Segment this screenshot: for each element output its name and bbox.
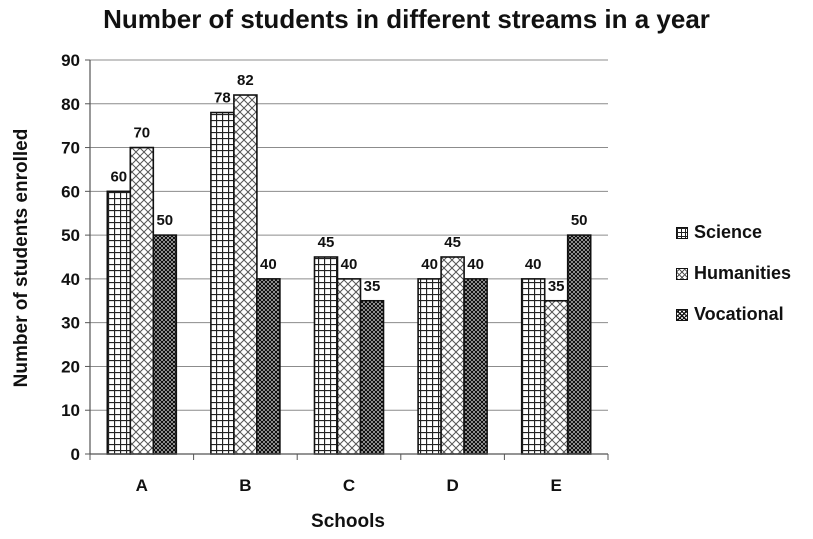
y-axis-title: Number of students enrolled	[11, 129, 32, 388]
legend-swatch-diamond	[676, 267, 688, 280]
data-label: 50	[571, 212, 588, 229]
x-tick-label: A	[136, 476, 148, 495]
data-label: 35	[548, 278, 565, 295]
x-tick-label: D	[446, 476, 458, 495]
bar-humanities-a	[129, 146, 155, 455]
legend-label: Humanities	[694, 263, 792, 283]
y-tick-label: 0	[71, 445, 80, 464]
x-tick-label: E	[551, 476, 562, 495]
bar-science-b	[210, 111, 235, 455]
y-tick-label: 70	[61, 139, 80, 158]
legend: Science Humanities Vocational	[676, 222, 791, 345]
legend-label: Vocational	[694, 304, 784, 324]
bar-vocational-b	[256, 278, 281, 455]
y-tick-label: 40	[61, 270, 80, 289]
y-tick-label: 30	[61, 314, 80, 333]
data-label: 50	[156, 212, 173, 229]
data-label: 40	[260, 256, 277, 273]
y-tick-label: 90	[61, 51, 80, 70]
data-label: 82	[237, 72, 254, 89]
y-tick-label: 10	[61, 401, 80, 420]
legend-swatch-grid	[676, 226, 688, 239]
bar-humanities-c	[336, 278, 362, 455]
bars	[106, 94, 592, 455]
bar-humanities-b	[233, 94, 258, 455]
data-labels: 60 70 50 78 82 40 45 40 35 40 45 40 40 35 50	[110, 72, 587, 295]
bar-humanities-e	[543, 299, 569, 455]
legend-item-vocational: Vocational	[676, 304, 791, 325]
data-label: 40	[525, 256, 542, 273]
legend-swatch-crosshatch	[676, 308, 688, 321]
data-label: 40	[467, 256, 484, 273]
bar-vocational-a	[152, 234, 178, 455]
data-label: 45	[444, 234, 461, 251]
legend-label: Science	[694, 222, 763, 242]
legend-item-humanities: Humanities	[676, 263, 791, 284]
x-tick-label: C	[343, 476, 355, 495]
chart-title: Number of students in different streams …	[103, 4, 710, 34]
x-tick-label: B	[239, 476, 251, 495]
y-tick-label: 80	[61, 95, 80, 114]
data-label: 70	[133, 125, 150, 142]
data-label: 35	[364, 278, 381, 295]
data-label: 45	[318, 234, 335, 251]
bar-vocational-e	[566, 234, 592, 455]
y-tick-label: 50	[61, 226, 80, 245]
bar-science-a	[106, 190, 132, 455]
bar-vocational-d	[463, 278, 488, 455]
legend-item-science: Science	[676, 222, 791, 243]
bar-humanities-d	[440, 256, 465, 455]
data-label: 60	[110, 168, 127, 185]
data-label: 40	[421, 256, 438, 273]
bar-science-d	[417, 278, 442, 455]
y-tick-label: 60	[61, 182, 80, 201]
axes: 0 10 20 30 40 50 60 70 80 90 A B C D E	[61, 51, 609, 495]
data-label: 40	[341, 256, 358, 273]
data-label: 78	[214, 90, 231, 107]
bar-science-c	[313, 256, 339, 455]
y-tick-label: 20	[61, 357, 80, 376]
x-axis-title: Schools	[311, 511, 385, 532]
bar-science-e	[520, 278, 546, 455]
bar-vocational-c	[359, 299, 385, 455]
